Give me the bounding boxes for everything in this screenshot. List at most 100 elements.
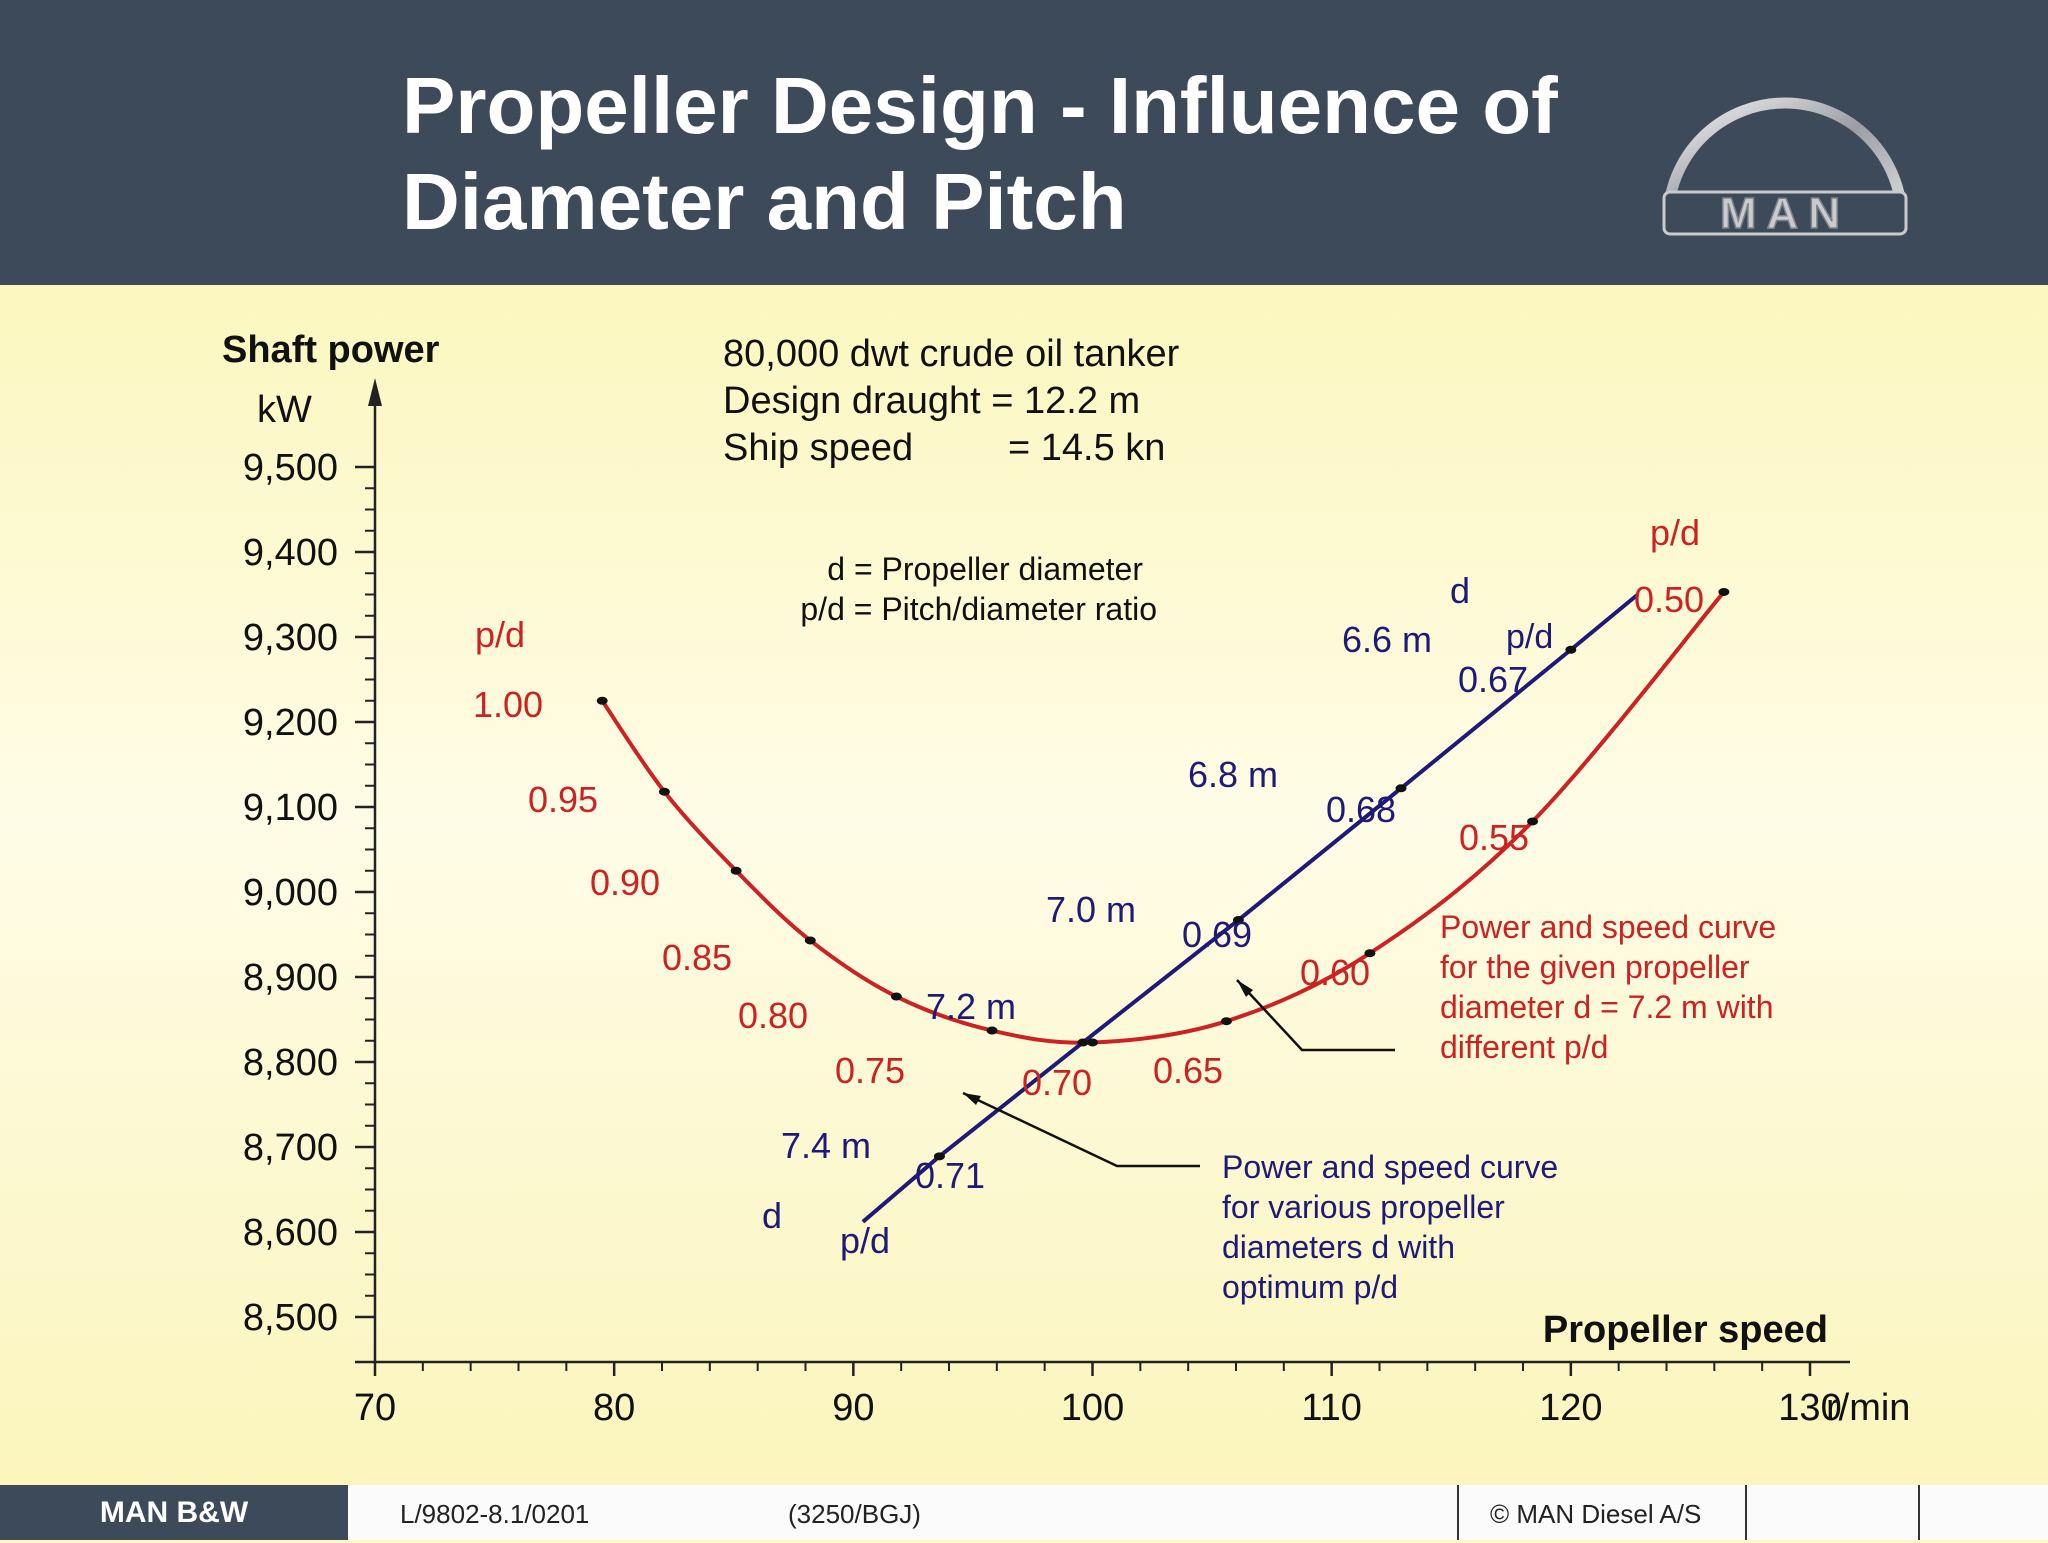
x-axis-label: Propeller speed [1543, 1309, 1828, 1351]
y-tick-label: 8,600 [243, 1212, 338, 1254]
blue-callout-line-1: Power and speed curve [1222, 1149, 1558, 1185]
red-callout-line-3: diameter d = 7.2 m with [1440, 989, 1773, 1025]
red-callout-line-1: Power and speed curve [1440, 909, 1776, 945]
info-ship-type: 80,000 dwt crude oil tanker [723, 333, 1180, 375]
y-axis-arrow [368, 378, 382, 406]
red-data-point [1220, 1017, 1232, 1026]
red-callout: Power and speed curve for the given prop… [1236, 909, 1776, 1065]
footer-divider [1918, 1485, 1920, 1540]
blue-d-6.6m: 6.6 m [1342, 619, 1432, 660]
blue-d-7.2m: 7.2 m [926, 986, 1016, 1027]
x-ticks: 70 80 90 100 110 120 130 [354, 1362, 1842, 1429]
y-tick-label: 9,200 [243, 702, 338, 744]
red-label-0.65: 0.65 [1153, 1050, 1223, 1091]
title-line-1: Propeller Design - Influence of [402, 61, 1558, 150]
y-tick-label: 9,300 [243, 617, 338, 659]
x-tick-label: 70 [354, 1387, 396, 1429]
red-label-1.00: 1.00 [473, 684, 543, 725]
title-line-2: Diameter and Pitch [402, 157, 1127, 246]
red-callout-line-4: different p/d [1440, 1029, 1608, 1065]
blue-d-7.4m: 7.4 m [781, 1125, 871, 1166]
blue-callout-line-3: diameters d with [1222, 1229, 1455, 1265]
y-tick-label: 8,700 [243, 1127, 338, 1169]
blue-d-label-bottom: d [762, 1195, 782, 1236]
footer-bar: MAN B&W L/9802-8.1/0201 (3250/BGJ) © MAN… [0, 1485, 2048, 1540]
x-tick-label: 120 [1539, 1387, 1602, 1429]
blue-pd-0.71: 0.71 [915, 1155, 985, 1196]
y-axis-label: Shaft power [222, 329, 440, 371]
blue-data-point [1395, 784, 1407, 793]
info-speed-label: Ship speed [723, 427, 913, 469]
blue-pd-0.67: 0.67 [1458, 659, 1528, 700]
def-pitch-ratio: p/d = Pitch/diameter ratio [800, 591, 1157, 627]
x-tick-label: 130 [1778, 1387, 1841, 1429]
blue-d-label-top: d [1450, 570, 1470, 611]
red-label-0.60: 0.60 [1300, 952, 1370, 993]
chart: 9,500 9,400 9,300 9,200 9,100 9,000 8,900 8,800… [0, 285, 2048, 1485]
footer-copyright: © MAN Diesel A/S [1490, 1499, 1702, 1529]
red-label-0.75: 0.75 [835, 1050, 905, 1091]
blue-pd-0.68: 0.68 [1326, 789, 1396, 830]
title-bar: Propeller Design - Influence of Diameter… [0, 0, 2048, 285]
blue-callout: Power and speed curve for various propel… [962, 1091, 1558, 1305]
blue-data-point [933, 1152, 945, 1161]
blue-data-point [1565, 645, 1577, 654]
red-label-0.55: 0.55 [1459, 817, 1529, 858]
blue-d-6.8m: 6.8 m [1188, 754, 1278, 795]
blue-d-7.0m: 7.0 m [1046, 889, 1136, 930]
x-axis-unit: r/min [1826, 1387, 1910, 1429]
red-points [596, 587, 1730, 1047]
red-data-point [804, 936, 816, 945]
footer-brand: MAN B&W [0, 1485, 348, 1540]
footer-divider [1457, 1485, 1459, 1540]
y-tick-label: 9,000 [243, 872, 338, 914]
red-data-point [1364, 949, 1376, 958]
def-diameter: d = Propeller diameter [827, 551, 1143, 587]
y-tick-label: 8,800 [243, 1042, 338, 1084]
y-tick-label: 8,500 [243, 1297, 338, 1339]
blue-pd-label-top: p/d [1506, 618, 1553, 656]
red-label-0.50: 0.50 [1634, 579, 1704, 620]
y-axis-unit: kW [257, 389, 312, 431]
y-tick-label: 9,500 [243, 447, 338, 489]
man-logo: MAN [1662, 97, 1908, 238]
info-draught: Design draught = 12.2 m [723, 380, 1140, 422]
red-data-point [1087, 1038, 1098, 1047]
red-label-0.80: 0.80 [738, 995, 808, 1036]
blue-callout-line-2: for various propeller [1222, 1189, 1505, 1225]
x-tick-label: 110 [1301, 1387, 1362, 1429]
red-data-point [1527, 817, 1539, 826]
blue-pd-0.69: 0.69 [1182, 914, 1252, 955]
red-label-0.70: 0.70 [1022, 1062, 1092, 1103]
red-series-line [600, 590, 1726, 1045]
x-tick-label: 100 [1061, 1387, 1124, 1429]
red-pd-label-right: p/d [1650, 512, 1700, 553]
y-tick-label: 9,400 [243, 532, 338, 574]
red-pd-label-left: p/d [475, 614, 525, 655]
info-speed-value: = 14.5 kn [1008, 427, 1165, 469]
plot-background [0, 285, 2048, 1485]
x-tick-label: 90 [832, 1387, 874, 1429]
red-data-point [596, 696, 608, 705]
red-label-0.85: 0.85 [662, 937, 732, 978]
blue-callout-line-4: optimum p/d [1222, 1269, 1398, 1305]
blue-points [933, 645, 1577, 1161]
blue-pd-label-bottom: p/d [840, 1220, 890, 1261]
blue-data-point [1232, 916, 1244, 925]
svg-text:MAN: MAN [1720, 189, 1850, 238]
red-callout-line-2: for the given propeller [1440, 949, 1750, 985]
y-tick-label: 9,100 [243, 787, 338, 829]
red-data-point [890, 992, 902, 1001]
red-data-point [1718, 587, 1730, 596]
footer-code: (3250/BGJ) [788, 1499, 921, 1529]
red-data-point [986, 1026, 998, 1035]
blue-data-point [1077, 1038, 1089, 1047]
slide-title: Propeller Design - Influence of Diameter… [402, 58, 1602, 250]
y-ticks: 9,500 9,400 9,300 9,200 9,100 9,000 8,900 8,800… [243, 447, 375, 1339]
red-data-point [730, 866, 742, 875]
footer-doc-ref: L/9802-8.1/0201 [400, 1499, 590, 1529]
y-tick-label: 8,900 [243, 957, 338, 999]
footer-divider [1745, 1485, 1747, 1540]
x-tick-label: 80 [593, 1387, 635, 1429]
red-label-0.90: 0.90 [590, 862, 660, 903]
